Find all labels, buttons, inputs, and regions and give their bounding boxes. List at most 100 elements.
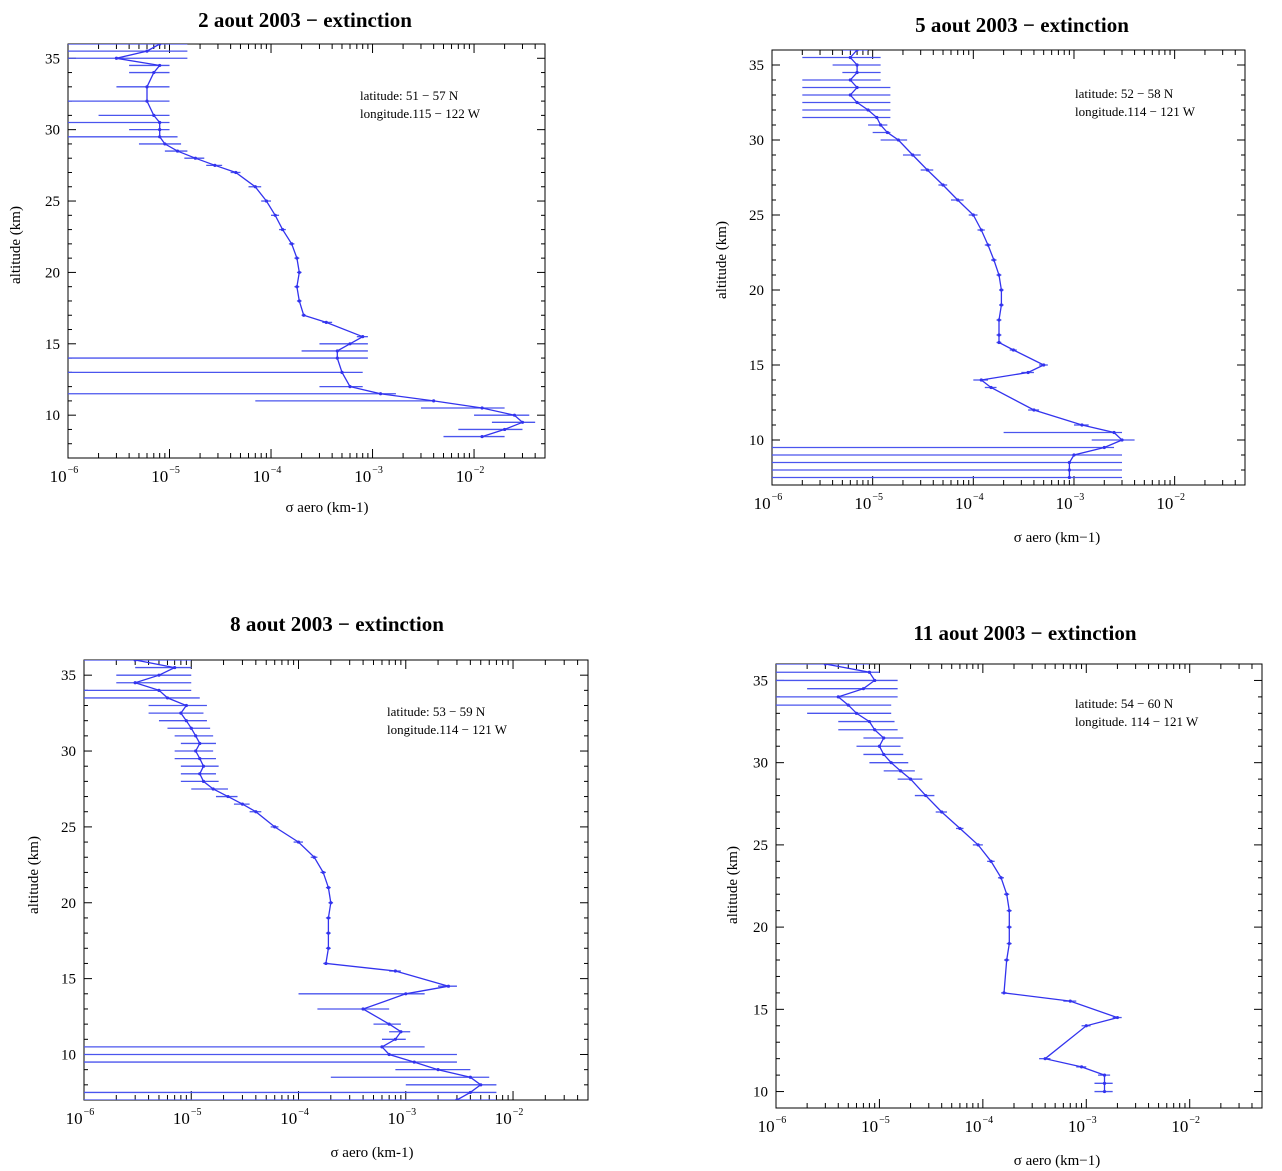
data-point bbox=[329, 901, 333, 905]
data-point bbox=[193, 156, 198, 160]
plot-frame bbox=[67, 43, 546, 459]
data-point bbox=[836, 695, 840, 699]
data-point bbox=[184, 719, 188, 723]
data-point bbox=[520, 420, 525, 424]
data-point bbox=[145, 49, 149, 53]
data-point bbox=[302, 313, 306, 317]
series-line bbox=[116, 44, 524, 438]
data-point bbox=[992, 258, 996, 262]
data-point bbox=[399, 1030, 403, 1034]
y-axis-label: altitude (km) bbox=[26, 836, 42, 914]
data-point bbox=[1002, 991, 1006, 995]
data-point bbox=[999, 303, 1003, 307]
data-point bbox=[297, 270, 301, 275]
data-point bbox=[254, 810, 258, 814]
data-point bbox=[1120, 438, 1124, 442]
x-tick-label: 10−6 bbox=[754, 492, 783, 513]
data-point bbox=[158, 63, 162, 68]
data-point bbox=[855, 63, 859, 67]
x-tick-label: 10−6 bbox=[758, 1115, 787, 1136]
data-point bbox=[133, 660, 137, 662]
data-point bbox=[213, 163, 217, 167]
data-point bbox=[873, 678, 877, 683]
data-point bbox=[326, 946, 331, 950]
data-point bbox=[412, 1060, 416, 1064]
x-tick-label: 10−4 bbox=[955, 492, 984, 513]
data-point bbox=[158, 128, 162, 132]
data-point bbox=[956, 198, 960, 202]
data-point bbox=[1112, 430, 1116, 435]
series-group bbox=[84, 660, 497, 1100]
data-point bbox=[1102, 1089, 1107, 1094]
data-point bbox=[114, 56, 119, 60]
data-point bbox=[925, 168, 930, 172]
data-point bbox=[340, 370, 344, 374]
data-point bbox=[152, 113, 156, 117]
chart-title: 5 aout 2003 − extinction bbox=[915, 13, 1129, 37]
data-point bbox=[158, 120, 162, 125]
data-point bbox=[1102, 1081, 1107, 1085]
x-axis-ticks: 10−6 10−5 10−4 10−3 10−2 bbox=[758, 664, 1263, 1136]
data-point bbox=[1042, 363, 1046, 367]
x-tick-label: 10−5 bbox=[854, 492, 883, 513]
data-point bbox=[312, 855, 316, 859]
data-point bbox=[455, 1098, 459, 1100]
y-tick-label: 20 bbox=[749, 283, 764, 299]
data-point bbox=[889, 761, 893, 765]
data-point bbox=[866, 108, 870, 112]
data-point bbox=[855, 50, 859, 52]
data-point bbox=[468, 1075, 472, 1079]
data-point bbox=[1007, 909, 1011, 913]
data-point bbox=[198, 757, 202, 761]
chart-title: 2 aout 2003 − extinction bbox=[198, 8, 412, 32]
data-point bbox=[145, 85, 149, 89]
x-tick-label: 10−4 bbox=[965, 1115, 994, 1136]
data-point bbox=[958, 826, 962, 831]
data-point bbox=[194, 749, 198, 753]
x-tick-label: 10−5 bbox=[861, 1115, 890, 1136]
y-tick-label: 35 bbox=[753, 673, 768, 689]
data-point bbox=[971, 213, 975, 217]
data-point bbox=[184, 703, 188, 708]
data-point bbox=[179, 711, 183, 715]
chart-title: 11 aout 2003 − extinction bbox=[913, 621, 1136, 645]
data-point bbox=[321, 870, 325, 875]
data-point bbox=[158, 135, 162, 139]
series-group bbox=[68, 44, 536, 439]
data-point bbox=[989, 859, 993, 863]
x-tick-label: 10−2 bbox=[1171, 1115, 1200, 1136]
data-point bbox=[201, 764, 206, 768]
data-point bbox=[296, 840, 301, 844]
y-tick-label: 15 bbox=[45, 337, 60, 353]
y-axis-ticks: 10 15 20 25 30 35 bbox=[45, 43, 545, 459]
data-point bbox=[1067, 460, 1071, 465]
data-point bbox=[326, 916, 331, 920]
x-axis-ticks: 10−6 10−5 10−4 10−3 10−2 bbox=[66, 660, 589, 1128]
data-point bbox=[295, 285, 299, 289]
chart-panel-4: 11 aout 2003 − extinction 10−6 10−5 10−4 10−… bbox=[725, 621, 1263, 1169]
data-point bbox=[198, 741, 202, 746]
annotation-line: longitude.114 − 121 W bbox=[387, 722, 508, 737]
data-point bbox=[976, 843, 980, 847]
data-point bbox=[297, 299, 301, 303]
data-point bbox=[846, 703, 850, 707]
data-point bbox=[896, 138, 900, 142]
chart-panel-3: 8 aout 2003 − extinction 10−6 10−5 10−4 10−3… bbox=[26, 612, 589, 1161]
data-point bbox=[997, 333, 1001, 337]
data-point bbox=[393, 1037, 397, 1041]
data-point bbox=[941, 183, 945, 187]
data-point bbox=[911, 153, 915, 157]
data-point bbox=[378, 392, 383, 396]
data-point bbox=[873, 728, 877, 732]
data-point bbox=[380, 1045, 384, 1049]
chart-title: 8 aout 2003 − extinction bbox=[230, 612, 444, 636]
data-point bbox=[997, 273, 1001, 277]
x-tick-label: 10−2 bbox=[456, 465, 485, 486]
data-point bbox=[882, 736, 886, 740]
data-point bbox=[1026, 370, 1030, 375]
data-point bbox=[273, 825, 277, 829]
x-tick-label: 10−4 bbox=[253, 465, 282, 486]
y-axis-ticks: 10 15 20 25 30 35 bbox=[753, 663, 1262, 1109]
data-point bbox=[1080, 423, 1084, 427]
data-point bbox=[999, 876, 1003, 880]
